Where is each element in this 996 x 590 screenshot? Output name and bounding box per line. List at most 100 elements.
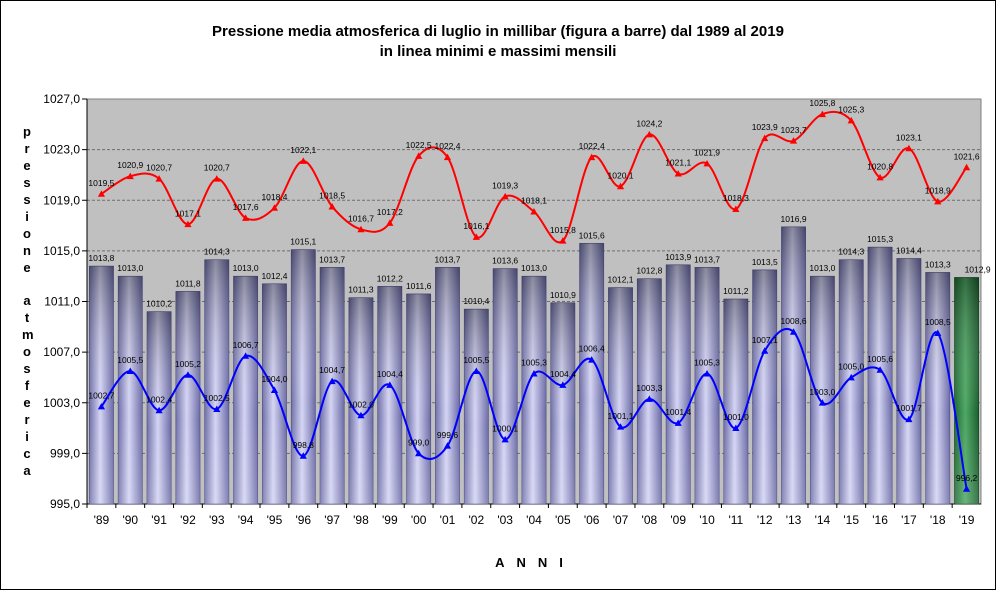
minimi-value-label: 1002,5: [204, 393, 230, 403]
y-axis-label-letter: s: [23, 361, 31, 376]
massimi-value-label: 1017,2: [377, 207, 403, 217]
massimi-value-label: 1022,4: [434, 141, 460, 151]
minimi-marker: [588, 356, 596, 363]
massimi-value-label: 1019,3: [492, 180, 518, 190]
minimi-value-label: 1003,3: [636, 383, 662, 393]
bar-shade: [752, 269, 777, 504]
massimi-marker: [97, 190, 106, 197]
y-axis-label-letter: o: [23, 226, 31, 241]
minimi-marker: [415, 449, 423, 457]
minimi-value-label: 1005,3: [694, 358, 720, 368]
minimi-marker: [789, 328, 798, 335]
massimi-value-label: 1020,8: [867, 161, 893, 171]
minimi-value-label: 1001,0: [723, 412, 749, 422]
y-tick-label: 999,0: [50, 446, 80, 460]
bar-value-label: 1015,3: [867, 234, 893, 244]
minimi-value-label: 1005,5: [117, 355, 143, 365]
x-tick-label: '12: [757, 513, 773, 527]
bar-shade: [204, 259, 229, 504]
massimi-marker: [299, 157, 307, 164]
minimi-marker: [443, 442, 452, 449]
minimi-value-label: 998,8: [293, 440, 315, 450]
minimi-value-label: 1001,7: [896, 403, 922, 413]
bar-value-label: 1013,0: [233, 263, 259, 273]
bar-shade: [464, 309, 489, 504]
bar-value-label: 1016,9: [781, 214, 807, 224]
x-tick-label: '15: [843, 513, 859, 527]
bar-shade: [867, 247, 893, 504]
minimi-marker: [472, 367, 480, 374]
massimi-marker: [501, 192, 509, 200]
bar-shade: [89, 266, 114, 504]
bar-value-label: 1013,5: [752, 257, 778, 267]
minimi-marker: [357, 411, 365, 419]
minimi-marker: [97, 402, 106, 410]
y-axis-label-letter: n: [23, 243, 31, 258]
x-tick-label: '13: [786, 513, 802, 527]
x-tick-label: '89: [94, 513, 110, 527]
massimi-value-label: 1020,7: [146, 163, 172, 173]
bar-value-label: 1011,8: [175, 278, 201, 288]
massimi-marker: [126, 172, 134, 180]
bar-value-label: 1011,3: [348, 285, 374, 295]
minimi-value-label: 996,2: [956, 473, 978, 483]
x-tick-label: '98: [353, 513, 369, 527]
massimi-marker: [443, 153, 452, 161]
bar-shade: [435, 267, 460, 504]
bar-value-label: 1013,3: [925, 259, 951, 269]
y-tick-label: 1027,0: [43, 92, 80, 106]
massimi-value-label: 1025,8: [809, 98, 835, 108]
massimi-value-label: 1024,2: [636, 118, 662, 128]
massimi-marker: [876, 173, 884, 181]
massimi-value-label: 1023,7: [781, 125, 807, 135]
massimi-marker: [645, 130, 653, 138]
minimi-marker: [386, 381, 394, 388]
minimi-value-label: 1008,5: [925, 317, 951, 327]
bar-shade: [925, 272, 950, 504]
massimi-value-label: 1019,5: [88, 178, 114, 188]
minimi-marker: [905, 415, 913, 423]
bar-value-label: 1011,2: [723, 286, 749, 296]
x-tick-label: '05: [555, 513, 571, 527]
bar-shade: [348, 297, 374, 504]
massimi-marker: [415, 152, 423, 159]
bar-shade: [493, 268, 518, 504]
minimi-value-label: 1005,2: [175, 359, 201, 369]
bar-shade: [608, 287, 633, 504]
y-tick-label: 1003,0: [43, 396, 80, 410]
minimi-value-label: 1006,4: [579, 344, 605, 354]
y-axis-label-letter: t: [24, 310, 30, 325]
x-tick-label: '92: [180, 513, 196, 527]
massimi-value-label: 1018,9: [925, 186, 951, 196]
x-tick-label: '00: [411, 513, 427, 527]
bar-shade: [637, 278, 662, 504]
minimi-marker: [184, 371, 192, 378]
bar-value-label: 1014,3: [838, 247, 864, 257]
y-axis-label-letter: c: [23, 446, 31, 461]
x-tick-label: '04: [526, 513, 542, 527]
x-tick-label: '97: [324, 513, 340, 527]
bar-shade: [781, 226, 806, 504]
massimi-marker: [559, 237, 567, 244]
massimi-marker: [242, 214, 250, 221]
minimi-marker: [242, 352, 250, 359]
minimi-marker: [962, 485, 971, 492]
massimi-value-label: 1020,1: [608, 170, 634, 180]
massimi-value-label: 1017,6: [233, 202, 259, 212]
massimi-marker: [818, 110, 826, 118]
minimi-marker: [876, 366, 884, 373]
x-tick-label: '18: [930, 513, 946, 527]
bar-value-label: 1014,4: [896, 245, 922, 255]
x-tick-label: '06: [584, 513, 600, 527]
minimi-value-label: 1003,0: [809, 387, 835, 397]
bar-value-label: 1014,3: [204, 247, 230, 257]
minimi-value-label: 1004,0: [261, 374, 287, 384]
bar-value-label: 1013,0: [521, 263, 547, 273]
massimi-marker: [588, 153, 596, 161]
massimi-value-label: 1022,5: [406, 140, 432, 150]
massimi-marker: [616, 182, 625, 190]
minimi-value-label: 1002,4: [146, 394, 172, 404]
massimi-value-label: 1017,1: [175, 208, 201, 218]
x-tick-label: '99: [382, 513, 398, 527]
